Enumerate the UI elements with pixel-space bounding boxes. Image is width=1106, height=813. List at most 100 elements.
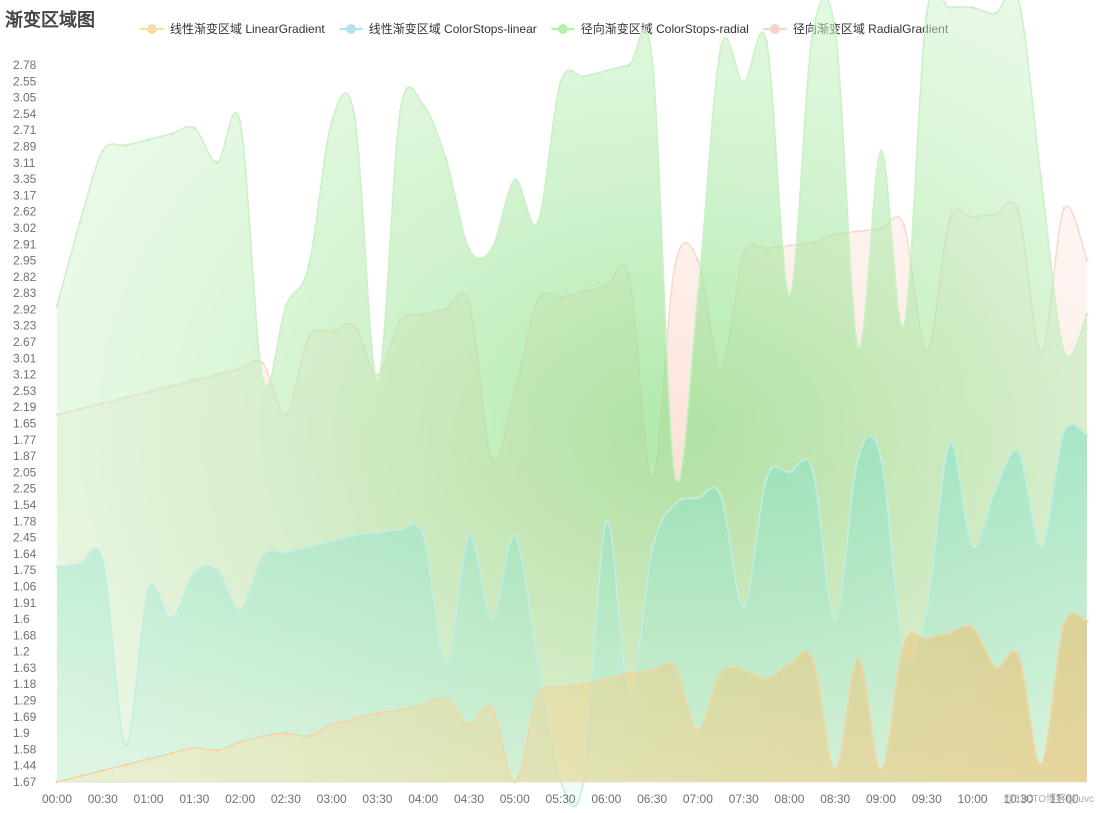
data-point[interactable] [902,324,906,328]
data-point[interactable] [215,568,219,572]
data-point[interactable] [696,728,700,732]
data-point[interactable] [78,562,82,566]
data-point[interactable] [833,29,837,33]
data-point[interactable] [810,657,814,661]
data-point[interactable] [993,665,997,669]
data-point[interactable] [78,774,82,778]
data-point[interactable] [902,224,906,228]
data-point[interactable] [856,657,860,661]
data-point[interactable] [1016,450,1020,454]
data-point[interactable] [719,493,723,497]
data-point[interactable] [993,11,997,15]
data-point[interactable] [444,158,448,162]
data-point[interactable] [581,74,585,78]
data-point[interactable] [467,247,471,251]
data-point[interactable] [925,608,929,612]
data-point[interactable] [1062,206,1066,210]
data-point[interactable] [536,660,540,664]
data-point[interactable] [696,496,700,500]
data-point[interactable] [124,743,128,747]
legend-item-colorstops-linear[interactable]: 线性渐变区域 ColorStops-linear [338,20,537,37]
data-point[interactable] [375,378,379,382]
data-point[interactable] [559,685,563,689]
data-point[interactable] [856,456,860,460]
data-point[interactable] [856,344,860,348]
data-point[interactable] [604,519,608,523]
data-point[interactable] [833,769,837,773]
data-point[interactable] [1085,433,1089,437]
data-point[interactable] [787,292,791,296]
data-point[interactable] [673,264,677,268]
data-point[interactable] [284,304,288,308]
data-point[interactable] [375,711,379,715]
data-point[interactable] [192,746,196,750]
data-point[interactable] [513,533,517,537]
data-point[interactable] [398,708,402,712]
data-point[interactable] [627,63,631,67]
data-point[interactable] [215,161,219,165]
data-point[interactable] [993,487,997,491]
data-point[interactable] [1062,430,1066,434]
data-point[interactable] [192,571,196,575]
data-point[interactable] [787,470,791,474]
data-point[interactable] [742,80,746,84]
data-point[interactable] [719,671,723,675]
data-point[interactable] [810,467,814,471]
data-point[interactable] [948,442,952,446]
data-point[interactable] [169,132,173,136]
data-point[interactable] [787,244,791,248]
data-point[interactable] [261,361,265,365]
data-point[interactable] [284,731,288,735]
data-point[interactable] [696,292,700,296]
legend-item-colorstops-radial[interactable]: 径向渐变区域 ColorStops-radial [550,20,749,37]
data-point[interactable] [490,705,494,709]
data-point[interactable] [307,545,311,549]
data-point[interactable] [925,11,929,15]
data-point[interactable] [467,723,471,727]
data-point[interactable] [719,46,723,50]
data-point[interactable] [765,677,769,681]
data-point[interactable] [147,588,151,592]
data-point[interactable] [467,533,471,537]
data-point[interactable] [879,769,883,773]
data-point[interactable] [375,373,379,377]
data-point[interactable] [330,723,334,727]
data-point[interactable] [673,473,677,477]
data-point[interactable] [261,734,265,738]
data-point[interactable] [261,378,265,382]
data-point[interactable] [742,605,746,609]
data-point[interactable] [421,703,425,707]
data-point[interactable] [742,668,746,672]
data-point[interactable] [398,109,402,113]
data-point[interactable] [353,717,357,721]
data-point[interactable] [1062,622,1066,626]
data-point[interactable] [55,304,59,308]
data-point[interactable] [765,40,769,44]
data-point[interactable] [971,545,975,549]
data-point[interactable] [78,221,82,225]
data-point[interactable] [1039,763,1043,767]
data-point[interactable] [101,769,105,773]
data-point[interactable] [581,682,585,686]
data-point[interactable] [238,120,242,124]
data-point[interactable] [1085,313,1089,317]
data-point[interactable] [330,120,334,124]
data-point[interactable] [124,763,128,767]
data-point[interactable] [490,617,494,621]
data-point[interactable] [513,178,517,182]
data-point[interactable] [421,533,425,537]
data-point[interactable] [627,671,631,675]
data-point[interactable] [238,608,242,612]
data-point[interactable] [650,57,654,61]
data-point[interactable] [101,149,105,153]
data-point[interactable] [879,149,883,153]
data-point[interactable] [1017,0,1020,1]
data-point[interactable] [650,668,654,672]
data-point[interactable] [421,103,425,107]
data-point[interactable] [490,247,494,251]
data-point[interactable] [1085,619,1089,623]
data-point[interactable] [673,502,677,506]
data-point[interactable] [330,539,334,543]
data-point[interactable] [169,617,173,621]
data-point[interactable] [1039,545,1043,549]
